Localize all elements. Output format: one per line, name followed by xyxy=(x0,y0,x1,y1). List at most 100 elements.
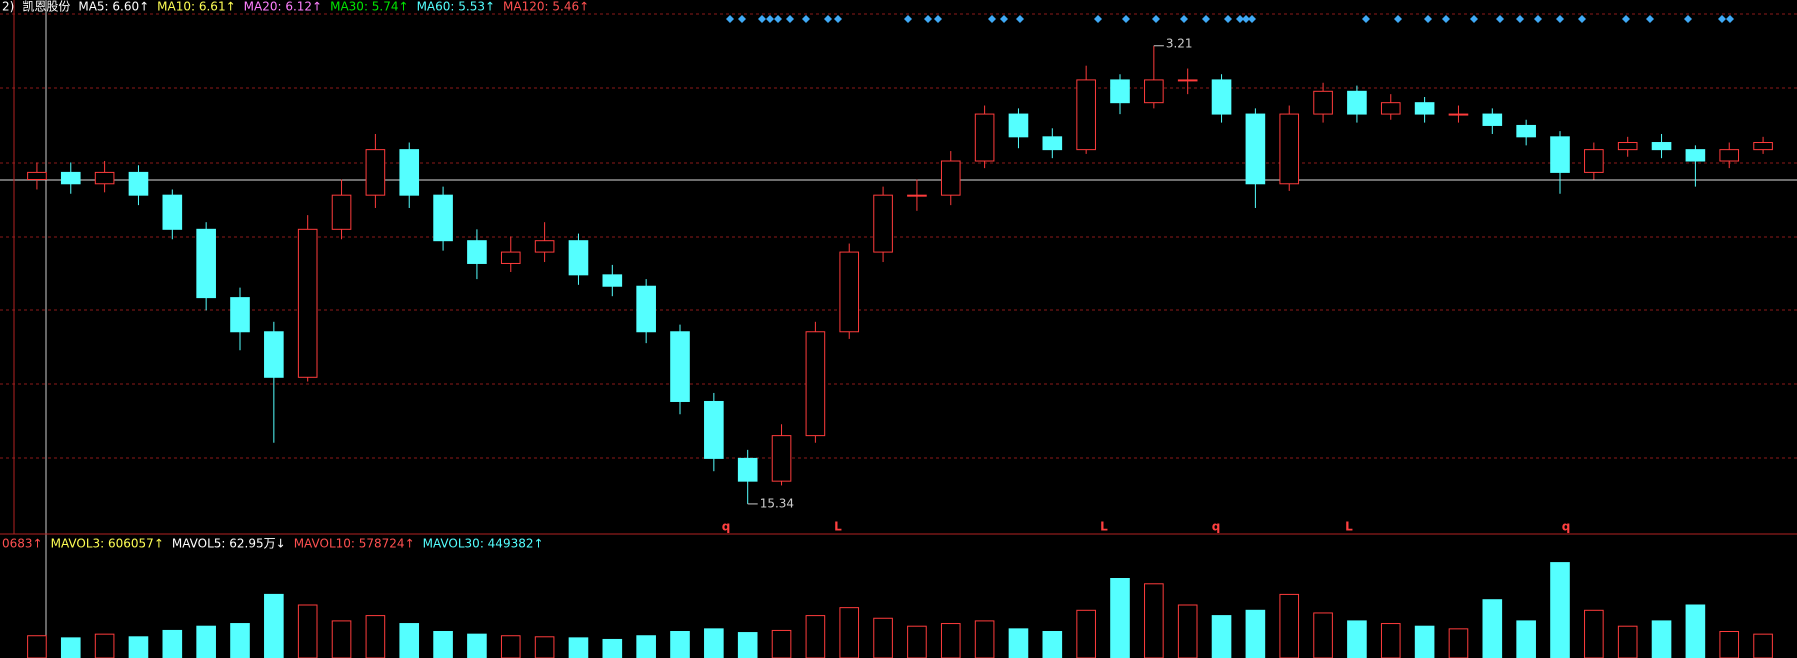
volume-bar xyxy=(805,615,826,658)
candle-body xyxy=(94,171,115,185)
volume-bar xyxy=(297,604,318,658)
volume-bar xyxy=(433,631,453,658)
candle-body xyxy=(940,160,961,196)
signal-diamond xyxy=(1180,15,1188,23)
signal-diamond xyxy=(934,15,942,23)
candle-body xyxy=(805,331,826,437)
legend-entry: MAVOL10: 578724↑ xyxy=(294,537,415,551)
legend-entry: MAVOL30: 449382↑ xyxy=(423,537,544,551)
volume-bar xyxy=(907,625,927,658)
candle-body xyxy=(839,251,860,333)
candle-body xyxy=(196,228,216,299)
signal-label: q xyxy=(1212,520,1221,534)
signal-label: L xyxy=(1100,520,1108,534)
candle-body xyxy=(568,240,589,276)
volume-bar xyxy=(974,620,995,658)
volume-bar xyxy=(839,607,860,658)
candle-body xyxy=(365,149,386,196)
candle-body xyxy=(500,251,521,264)
volume-bar xyxy=(1042,631,1063,658)
candle-body xyxy=(873,194,893,253)
volume-bar xyxy=(602,638,623,658)
signal-diamond xyxy=(824,15,832,23)
volume-bar xyxy=(771,629,792,658)
signal-diamond xyxy=(1684,15,1692,23)
signal-diamond xyxy=(1470,15,1478,23)
volume-bar xyxy=(1380,623,1401,658)
candle-body xyxy=(1076,79,1096,151)
candle-body xyxy=(907,194,927,197)
signal-diamond xyxy=(1122,15,1130,23)
volume-bar xyxy=(1279,593,1300,658)
candle-body xyxy=(704,400,724,459)
volume-bar xyxy=(873,617,893,658)
signal-diamond xyxy=(1578,15,1586,23)
low-label: 15.34 xyxy=(760,496,794,510)
signal-diamond xyxy=(1718,15,1726,23)
volume-bar xyxy=(331,620,352,658)
candle-body xyxy=(1279,113,1300,185)
candle-body xyxy=(1482,113,1503,126)
legend-entry: MA10: 6.61↑ xyxy=(157,0,235,14)
candle-body xyxy=(737,457,758,482)
signal-diamond xyxy=(1534,15,1542,23)
candle-body xyxy=(433,194,453,242)
signal-label: L xyxy=(1345,520,1353,534)
legend-entry: MA60: 5.53↑ xyxy=(417,0,495,14)
signal-diamond xyxy=(802,15,810,23)
candle-body xyxy=(636,285,656,333)
volume-bar xyxy=(1516,620,1536,658)
signal-diamond xyxy=(1016,15,1024,23)
signal-label: q xyxy=(1562,520,1571,534)
volume-bar xyxy=(230,623,250,658)
candle-body xyxy=(60,171,81,185)
candle-body xyxy=(1685,149,1706,162)
volume-bar xyxy=(1482,599,1503,658)
signal-diamond xyxy=(766,15,774,23)
candle-body xyxy=(1719,149,1740,162)
volume-bar xyxy=(704,628,724,658)
candle-body xyxy=(264,331,284,378)
signal-diamond xyxy=(1394,15,1402,23)
candle-body xyxy=(1380,102,1401,115)
candle-body xyxy=(128,171,149,196)
signal-diamond xyxy=(1248,15,1256,23)
candle-body xyxy=(670,331,690,402)
volume-bar xyxy=(399,623,420,658)
signal-diamond xyxy=(1362,15,1370,23)
volume-bar xyxy=(1753,633,1773,658)
signal-diamond xyxy=(1556,15,1564,23)
volume-bar xyxy=(467,633,487,658)
volume-bar xyxy=(737,632,758,658)
signal-diamond xyxy=(786,15,794,23)
candle-body xyxy=(1414,102,1435,115)
signal-diamond xyxy=(1236,15,1244,23)
signal-diamond xyxy=(1202,15,1210,23)
volume-bar xyxy=(940,623,961,658)
signal-diamond xyxy=(924,15,932,23)
volume-bar xyxy=(27,635,47,658)
volume-bar xyxy=(534,636,555,658)
volume-bar xyxy=(94,633,115,658)
volume-bar xyxy=(1110,578,1130,658)
candle-body xyxy=(1651,142,1672,151)
volume-bar xyxy=(1177,604,1198,658)
candle-body xyxy=(1008,113,1029,138)
candle-body xyxy=(1584,149,1604,173)
high-label: 3.21 xyxy=(1166,36,1193,50)
candle-body xyxy=(1753,142,1773,151)
candle-body xyxy=(771,435,792,482)
volume-bar xyxy=(264,593,284,658)
candle-body xyxy=(297,228,318,378)
candle-body xyxy=(974,113,995,162)
signal-label: q xyxy=(722,520,731,534)
volume-bar xyxy=(1617,625,1638,658)
volume-bar xyxy=(60,637,81,658)
candle-body xyxy=(1110,79,1130,104)
candle-body xyxy=(162,194,183,230)
candle-body xyxy=(1211,79,1232,115)
volume-bar xyxy=(1651,620,1672,658)
candle-body xyxy=(1177,79,1198,82)
volume-bar xyxy=(670,631,690,658)
signal-diamond xyxy=(1442,15,1450,23)
